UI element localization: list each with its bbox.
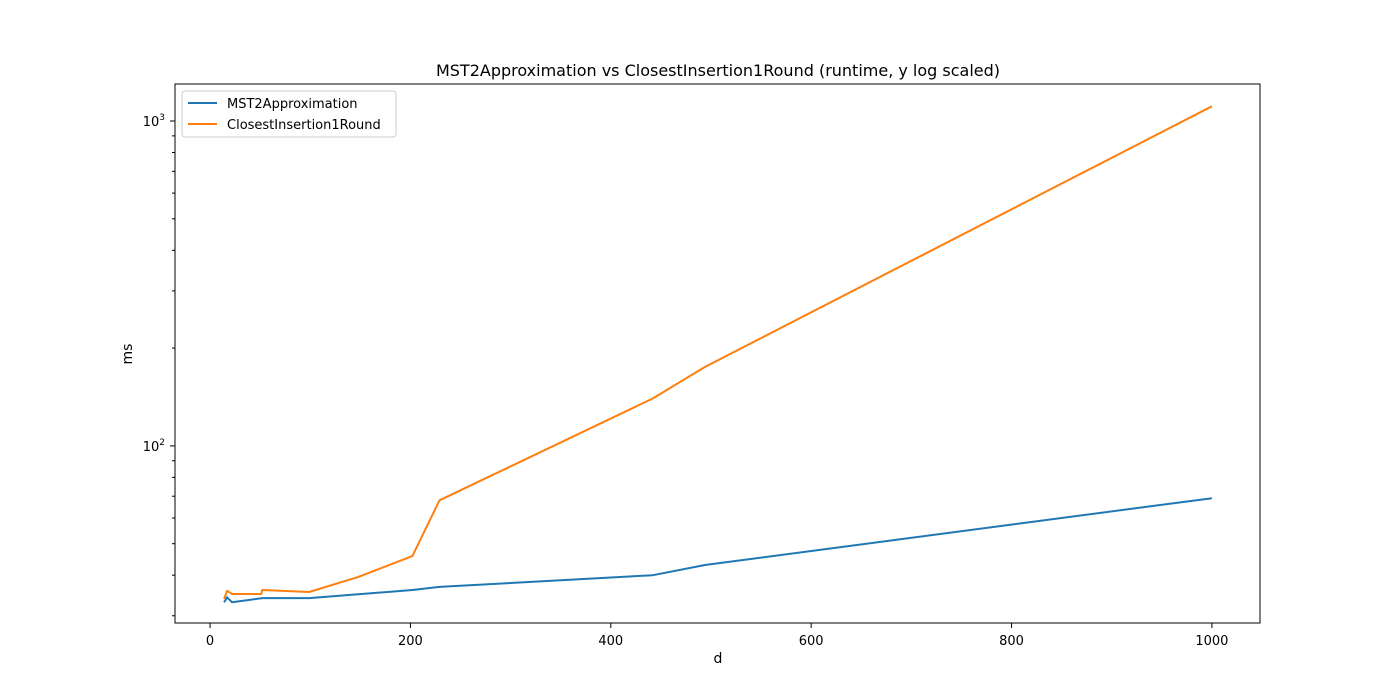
legend: MST2Approximation ClosestInsertion1Round: [181, 90, 397, 138]
plot-frame: [174, 83, 1261, 624]
x-axis: 0 200 400 600 800 1000: [206, 623, 1228, 649]
x-tick-label: 200: [398, 634, 423, 649]
x-axis-label: d: [714, 651, 723, 667]
series-line-0: [223, 497, 1213, 604]
legend-box: [181, 90, 397, 138]
y-axis: 102 103: [143, 113, 175, 617]
x-tick-label: 600: [799, 634, 824, 649]
y-axis-label: ms: [120, 344, 136, 365]
y-tick-label: 103: [143, 113, 165, 130]
legend-label-0: MST2Approximation: [227, 97, 358, 112]
series-line-1: [223, 105, 1213, 600]
x-tick-label: 400: [598, 634, 623, 649]
x-tick-label: 800: [999, 634, 1024, 649]
legend-label-1: ClosestInsertion1Round: [227, 118, 381, 133]
plot-area: [174, 83, 1261, 624]
x-tick-label: 1000: [1195, 634, 1228, 649]
y-tick-label: 102: [143, 438, 165, 455]
x-tick-label: 0: [206, 634, 214, 649]
chart-title: MST2Approximation vs ClosestInsertion1Ro…: [436, 61, 1000, 80]
